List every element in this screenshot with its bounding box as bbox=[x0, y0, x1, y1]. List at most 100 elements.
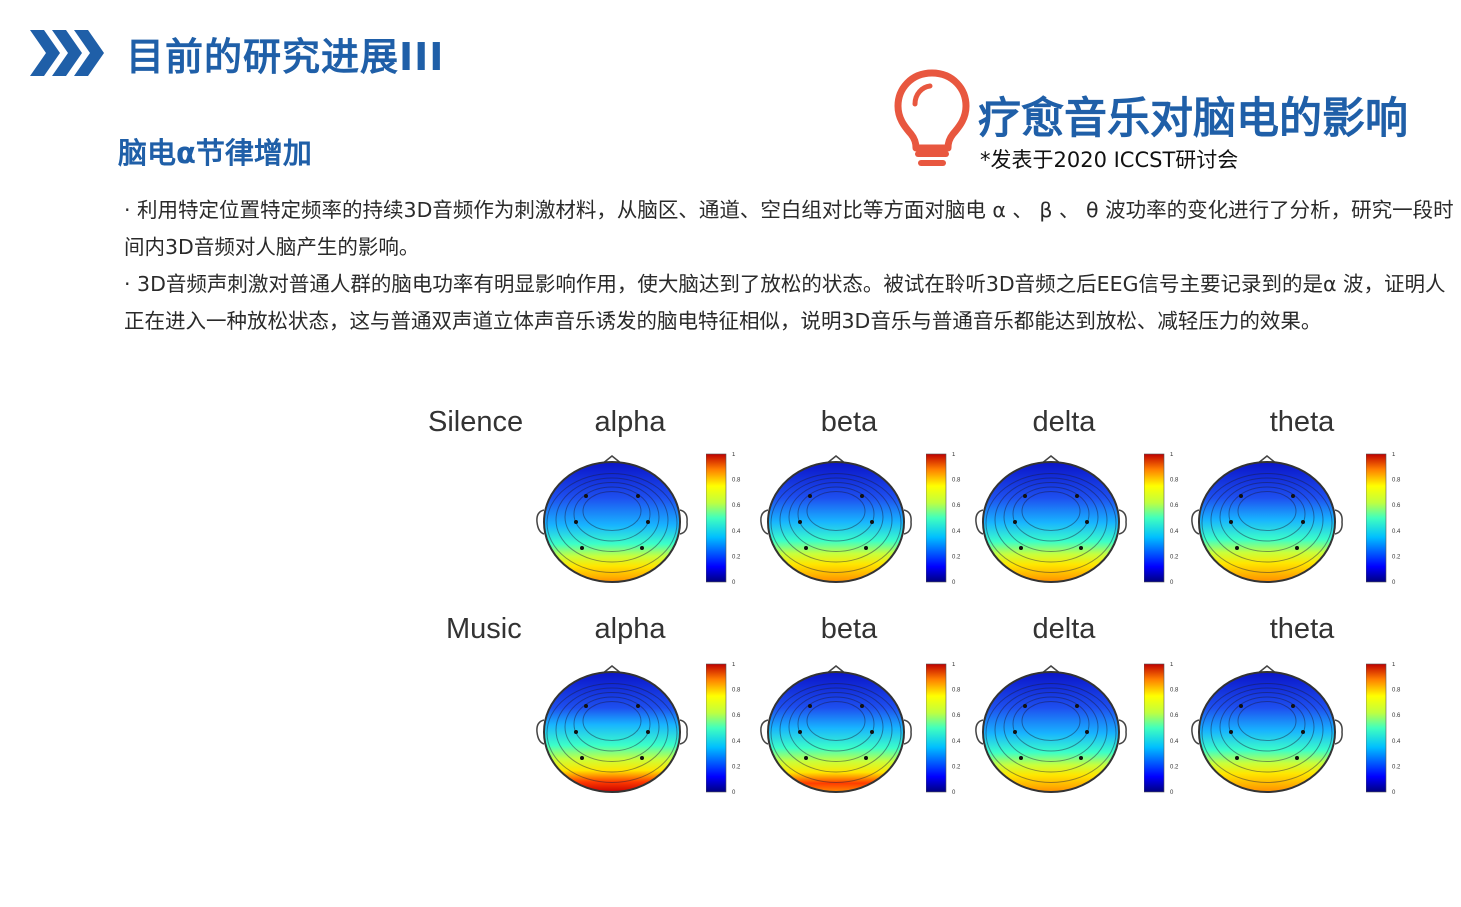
band-label: theta bbox=[1269, 406, 1335, 438]
colorbar-tick-label: 0.6 bbox=[952, 503, 961, 509]
contour-line bbox=[788, 692, 884, 762]
colorbar-tick-label: 1 bbox=[732, 452, 736, 458]
contour-line bbox=[1021, 491, 1081, 531]
section-heading: 脑电α节律增加 bbox=[118, 136, 312, 170]
band-label: beta bbox=[820, 406, 878, 438]
row-label: Silence bbox=[428, 406, 524, 438]
band-label: alpha bbox=[594, 613, 666, 645]
band-label: delta bbox=[1032, 406, 1096, 438]
contour-line bbox=[1228, 696, 1306, 752]
contour-line bbox=[1219, 692, 1315, 762]
colorbar: 0 0.2 0.4 0.6 0.8 1 bbox=[706, 662, 741, 796]
colorbar-tick-label: 0.2 bbox=[1392, 764, 1401, 770]
band-label: delta bbox=[1032, 613, 1096, 645]
colorbar-tick-label: 0.4 bbox=[732, 529, 741, 535]
head-topomap bbox=[536, 665, 688, 793]
contour-line bbox=[573, 696, 651, 752]
ear-outline bbox=[536, 719, 545, 745]
nose-outline bbox=[825, 665, 847, 675]
electrode-dot bbox=[808, 494, 812, 498]
colorbar-tick-label: 1 bbox=[952, 452, 956, 458]
colorbar-tick-label: 0.4 bbox=[732, 739, 741, 745]
electrode-dot bbox=[574, 730, 578, 734]
ear-outline bbox=[903, 509, 912, 535]
electrode-dot bbox=[640, 546, 644, 550]
electrode-dot bbox=[804, 756, 808, 760]
electrode-dot bbox=[1079, 756, 1083, 760]
electrode-dot bbox=[584, 704, 588, 708]
contour-line bbox=[546, 473, 678, 573]
colorbar-tick-label: 1 bbox=[1392, 662, 1396, 668]
colorbar-gradient bbox=[1366, 453, 1387, 583]
body-text: · 利用特定位置特定频率的持续3D音频作为刺激材料，从脑区、通道、空白组对比等方… bbox=[124, 192, 1461, 340]
electrode-dot bbox=[1235, 546, 1239, 550]
colorbar: 0 0.2 0.4 0.6 0.8 1 bbox=[926, 452, 961, 586]
nose-outline bbox=[1256, 665, 1278, 675]
head-outline bbox=[982, 671, 1120, 793]
colorbar: 0 0.2 0.4 0.6 0.8 1 bbox=[1144, 452, 1179, 586]
ear-outline bbox=[679, 719, 688, 745]
head-topomap bbox=[1191, 665, 1343, 793]
colorbar-tick-label: 0.4 bbox=[1392, 529, 1401, 535]
colorbar-tick-label: 0.2 bbox=[1392, 554, 1401, 560]
colorbar-tick-label: 0.4 bbox=[1170, 739, 1179, 745]
head-outline bbox=[982, 461, 1120, 583]
head-topomap bbox=[760, 455, 912, 583]
head-outline bbox=[767, 671, 905, 793]
head-topomap bbox=[536, 455, 688, 583]
contour-line bbox=[1021, 701, 1081, 741]
colorbar: 0 0.2 0.4 0.6 0.8 1 bbox=[926, 662, 961, 796]
head-topomap bbox=[975, 665, 1127, 793]
colorbar-tick-label: 0.6 bbox=[1392, 713, 1401, 719]
colorbar-tick-label: 1 bbox=[1170, 452, 1174, 458]
electrode-dot bbox=[646, 520, 650, 524]
ear-outline bbox=[1191, 719, 1200, 745]
electrode-dot bbox=[798, 730, 802, 734]
contour-line bbox=[788, 482, 884, 552]
contour-line bbox=[985, 683, 1117, 783]
colorbar-tick-label: 0.8 bbox=[952, 478, 961, 484]
electrode-dot bbox=[1085, 520, 1089, 524]
ear-outline bbox=[1334, 509, 1343, 535]
electrode-dot bbox=[870, 730, 874, 734]
colorbar-gradient bbox=[1144, 663, 1165, 793]
colorbar-tick-label: 0.8 bbox=[732, 688, 741, 694]
contour-line bbox=[555, 687, 669, 773]
electrode-dot bbox=[574, 520, 578, 524]
nose-outline bbox=[601, 455, 623, 465]
ear-outline bbox=[760, 719, 769, 745]
colorbar-tick-label: 0.6 bbox=[1170, 503, 1179, 509]
ear-outline bbox=[760, 509, 769, 535]
paragraph: · 3D音频声刺激对普通人群的脑电功率有明显影响作用，使大脑达到了放松的状态。被… bbox=[124, 272, 1446, 333]
electrode-dot bbox=[636, 494, 640, 498]
colorbar-tick-label: 0.6 bbox=[1170, 713, 1179, 719]
colorbar-tick-label: 0.8 bbox=[1392, 478, 1401, 484]
colorbar-tick-label: 0.2 bbox=[1170, 554, 1179, 560]
ear-outline bbox=[975, 719, 984, 745]
colorbar-tick-label: 0 bbox=[732, 580, 736, 586]
colorbar-gradient bbox=[706, 453, 727, 583]
callout-subtitle: *发表于2020 ICCST研讨会 bbox=[980, 148, 1239, 172]
electrode-dot bbox=[640, 756, 644, 760]
colorbar-tick-label: 0.4 bbox=[952, 739, 961, 745]
colorbar-tick-label: 0.4 bbox=[1392, 739, 1401, 745]
contour-line bbox=[1228, 486, 1306, 542]
colorbar-tick-label: 0.4 bbox=[1170, 529, 1179, 535]
contour-line bbox=[797, 486, 875, 542]
colorbar-tick-label: 0.8 bbox=[1392, 688, 1401, 694]
electrode-dot bbox=[1079, 546, 1083, 550]
colorbar-tick-label: 0.2 bbox=[732, 764, 741, 770]
electrode-dot bbox=[1229, 520, 1233, 524]
electrode-dot bbox=[1239, 494, 1243, 498]
colorbar-tick-label: 0.4 bbox=[952, 529, 961, 535]
electrode-dot bbox=[1075, 494, 1079, 498]
contour-line bbox=[1210, 687, 1324, 773]
electrode-dot bbox=[870, 520, 874, 524]
colorbar-gradient bbox=[926, 453, 947, 583]
contour-line bbox=[1237, 491, 1297, 531]
contour-line bbox=[1210, 477, 1324, 563]
electrode-dot bbox=[580, 756, 584, 760]
band-label: beta bbox=[820, 613, 878, 645]
colorbar: 0 0.2 0.4 0.6 0.8 1 bbox=[1366, 452, 1401, 586]
